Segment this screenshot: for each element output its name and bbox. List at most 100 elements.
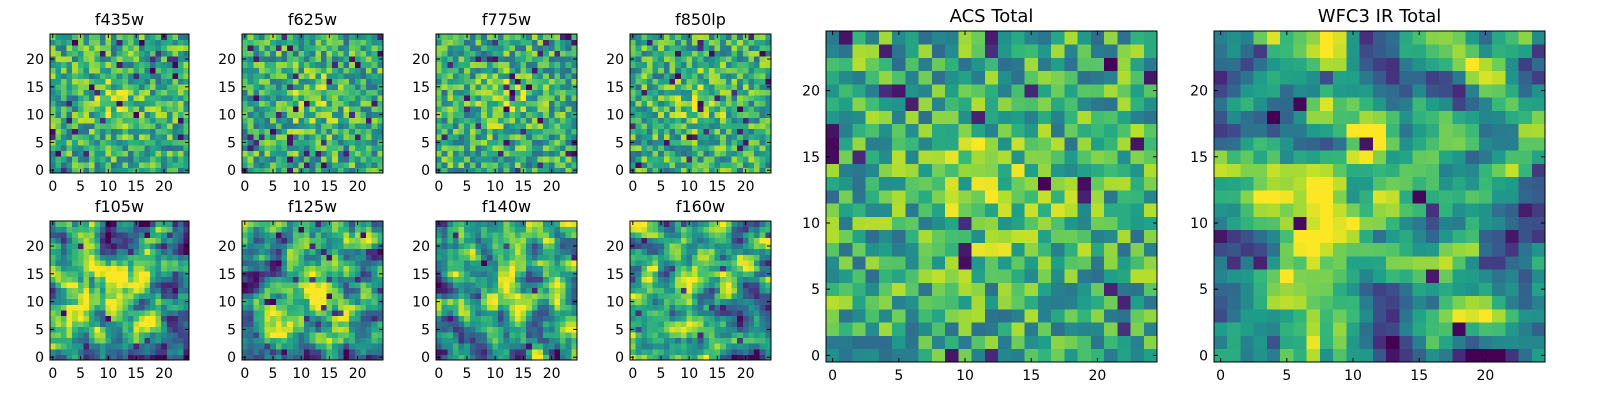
heatmap-cell: [475, 309, 482, 316]
heatmap-cell: [731, 354, 738, 361]
heatmap-cell: [560, 271, 567, 277]
heatmap-cell: [281, 226, 288, 233]
heatmap-cell: [320, 56, 327, 63]
heatmap-cell: [94, 67, 101, 74]
heatmap-cell: [543, 259, 550, 266]
heatmap-cell: [183, 309, 190, 316]
heatmap-cell: [138, 89, 145, 96]
heatmap-cell: [714, 95, 721, 102]
heatmap-cell: [565, 298, 572, 305]
heatmap-cell: [452, 254, 459, 261]
heatmap-cell: [509, 243, 516, 250]
heatmap-cell: [748, 106, 755, 113]
heatmap-cell: [503, 134, 510, 141]
heatmap-cell: [692, 89, 699, 96]
heatmap-cell: [343, 61, 350, 68]
heatmap-cell: [537, 161, 544, 168]
heatmap-cell: [247, 150, 254, 157]
heatmap-cell: [366, 221, 373, 227]
heatmap-cell: [343, 161, 350, 168]
heatmap-cell: [708, 117, 715, 124]
heatmap-cell: [298, 95, 305, 102]
heatmap-cell: [161, 309, 168, 316]
heatmap-cell: [686, 343, 693, 350]
heatmap-cell: [464, 95, 471, 102]
heatmap-cell: [371, 111, 378, 118]
heatmap-cell: [172, 139, 179, 146]
heatmap-cell: [298, 72, 305, 79]
heatmap-cell: [66, 287, 73, 294]
heatmap-cell: [138, 95, 145, 102]
heatmap-cell: [571, 122, 578, 129]
heatmap-cell: [55, 337, 62, 344]
heatmap-cell: [498, 145, 505, 152]
heatmap-cell: [166, 128, 173, 135]
heatmap-cell: [635, 167, 642, 174]
heatmap-cell: [72, 117, 79, 124]
heatmap-cell: [543, 304, 550, 311]
heatmap-cell: [641, 50, 648, 57]
heatmap-cell: [514, 84, 521, 90]
heatmap-cell: [253, 128, 260, 135]
heatmap-cell: [242, 282, 249, 289]
heatmap-cell: [177, 145, 184, 152]
heatmap-cell: [548, 271, 555, 277]
heatmap-cell: [111, 156, 118, 163]
heatmap-cell: [458, 248, 465, 255]
heatmap-cell: [481, 265, 488, 272]
heatmap-cell: [669, 276, 676, 283]
heatmap-cell: [663, 156, 670, 163]
heatmap-cell: [737, 150, 744, 157]
heatmap-cell: [61, 243, 68, 250]
heatmap-cell: [332, 67, 339, 74]
heatmap-cell: [692, 117, 699, 124]
heatmap-cell: [83, 348, 90, 355]
heatmap-cell: [360, 287, 367, 294]
heatmap-cell: [526, 304, 533, 311]
heatmap-cell: [349, 106, 356, 113]
heatmap-cell: [742, 298, 749, 305]
heatmap-cell: [253, 332, 260, 339]
heatmap-cell: [332, 45, 339, 52]
heatmap-cell: [520, 232, 527, 239]
heatmap-cell: [537, 243, 544, 250]
heatmap-cell: [475, 243, 482, 250]
heatmap-cell: [349, 72, 356, 79]
heatmap-cell: [520, 287, 527, 294]
heatmap-cell: [630, 332, 637, 339]
heatmap-cell: [377, 321, 384, 328]
heatmap-cell: [475, 232, 482, 239]
heatmap-cell: [349, 354, 356, 361]
heatmap-cell: [458, 78, 465, 85]
heatmap-cell: [630, 337, 637, 344]
heatmap-cell: [646, 67, 653, 74]
heatmap-cell: [703, 293, 710, 300]
heatmap-cell: [138, 304, 145, 311]
heatmap-cell: [83, 45, 90, 52]
heatmap-cell: [315, 282, 322, 289]
heatmap-cell: [641, 145, 648, 152]
heatmap-cell: [503, 287, 510, 294]
heatmap-cell: [708, 326, 715, 333]
heatmap-cell: [669, 72, 676, 79]
heatmap-cell: [486, 326, 493, 333]
heatmap-cell: [281, 122, 288, 129]
heatmap-cell: [537, 106, 544, 113]
heatmap-cell: [486, 271, 493, 277]
heatmap-cell: [258, 150, 265, 157]
heatmap-cell: [66, 276, 73, 283]
heatmap-cell: [509, 61, 516, 68]
heatmap-cell: [270, 39, 277, 46]
heatmap-cell: [509, 117, 516, 124]
heatmap-cell: [315, 50, 322, 57]
heatmap-cell: [748, 298, 755, 305]
heatmap-cell: [565, 139, 572, 146]
heatmap-cell: [646, 117, 653, 124]
heatmap-cell: [292, 150, 299, 157]
heatmap-cell: [309, 343, 316, 350]
heatmap-cell: [452, 50, 459, 57]
heatmap-cell: [287, 72, 294, 79]
heatmap-cell: [337, 337, 344, 344]
heatmap-cell: [292, 139, 299, 146]
heatmap-cell: [72, 156, 79, 163]
